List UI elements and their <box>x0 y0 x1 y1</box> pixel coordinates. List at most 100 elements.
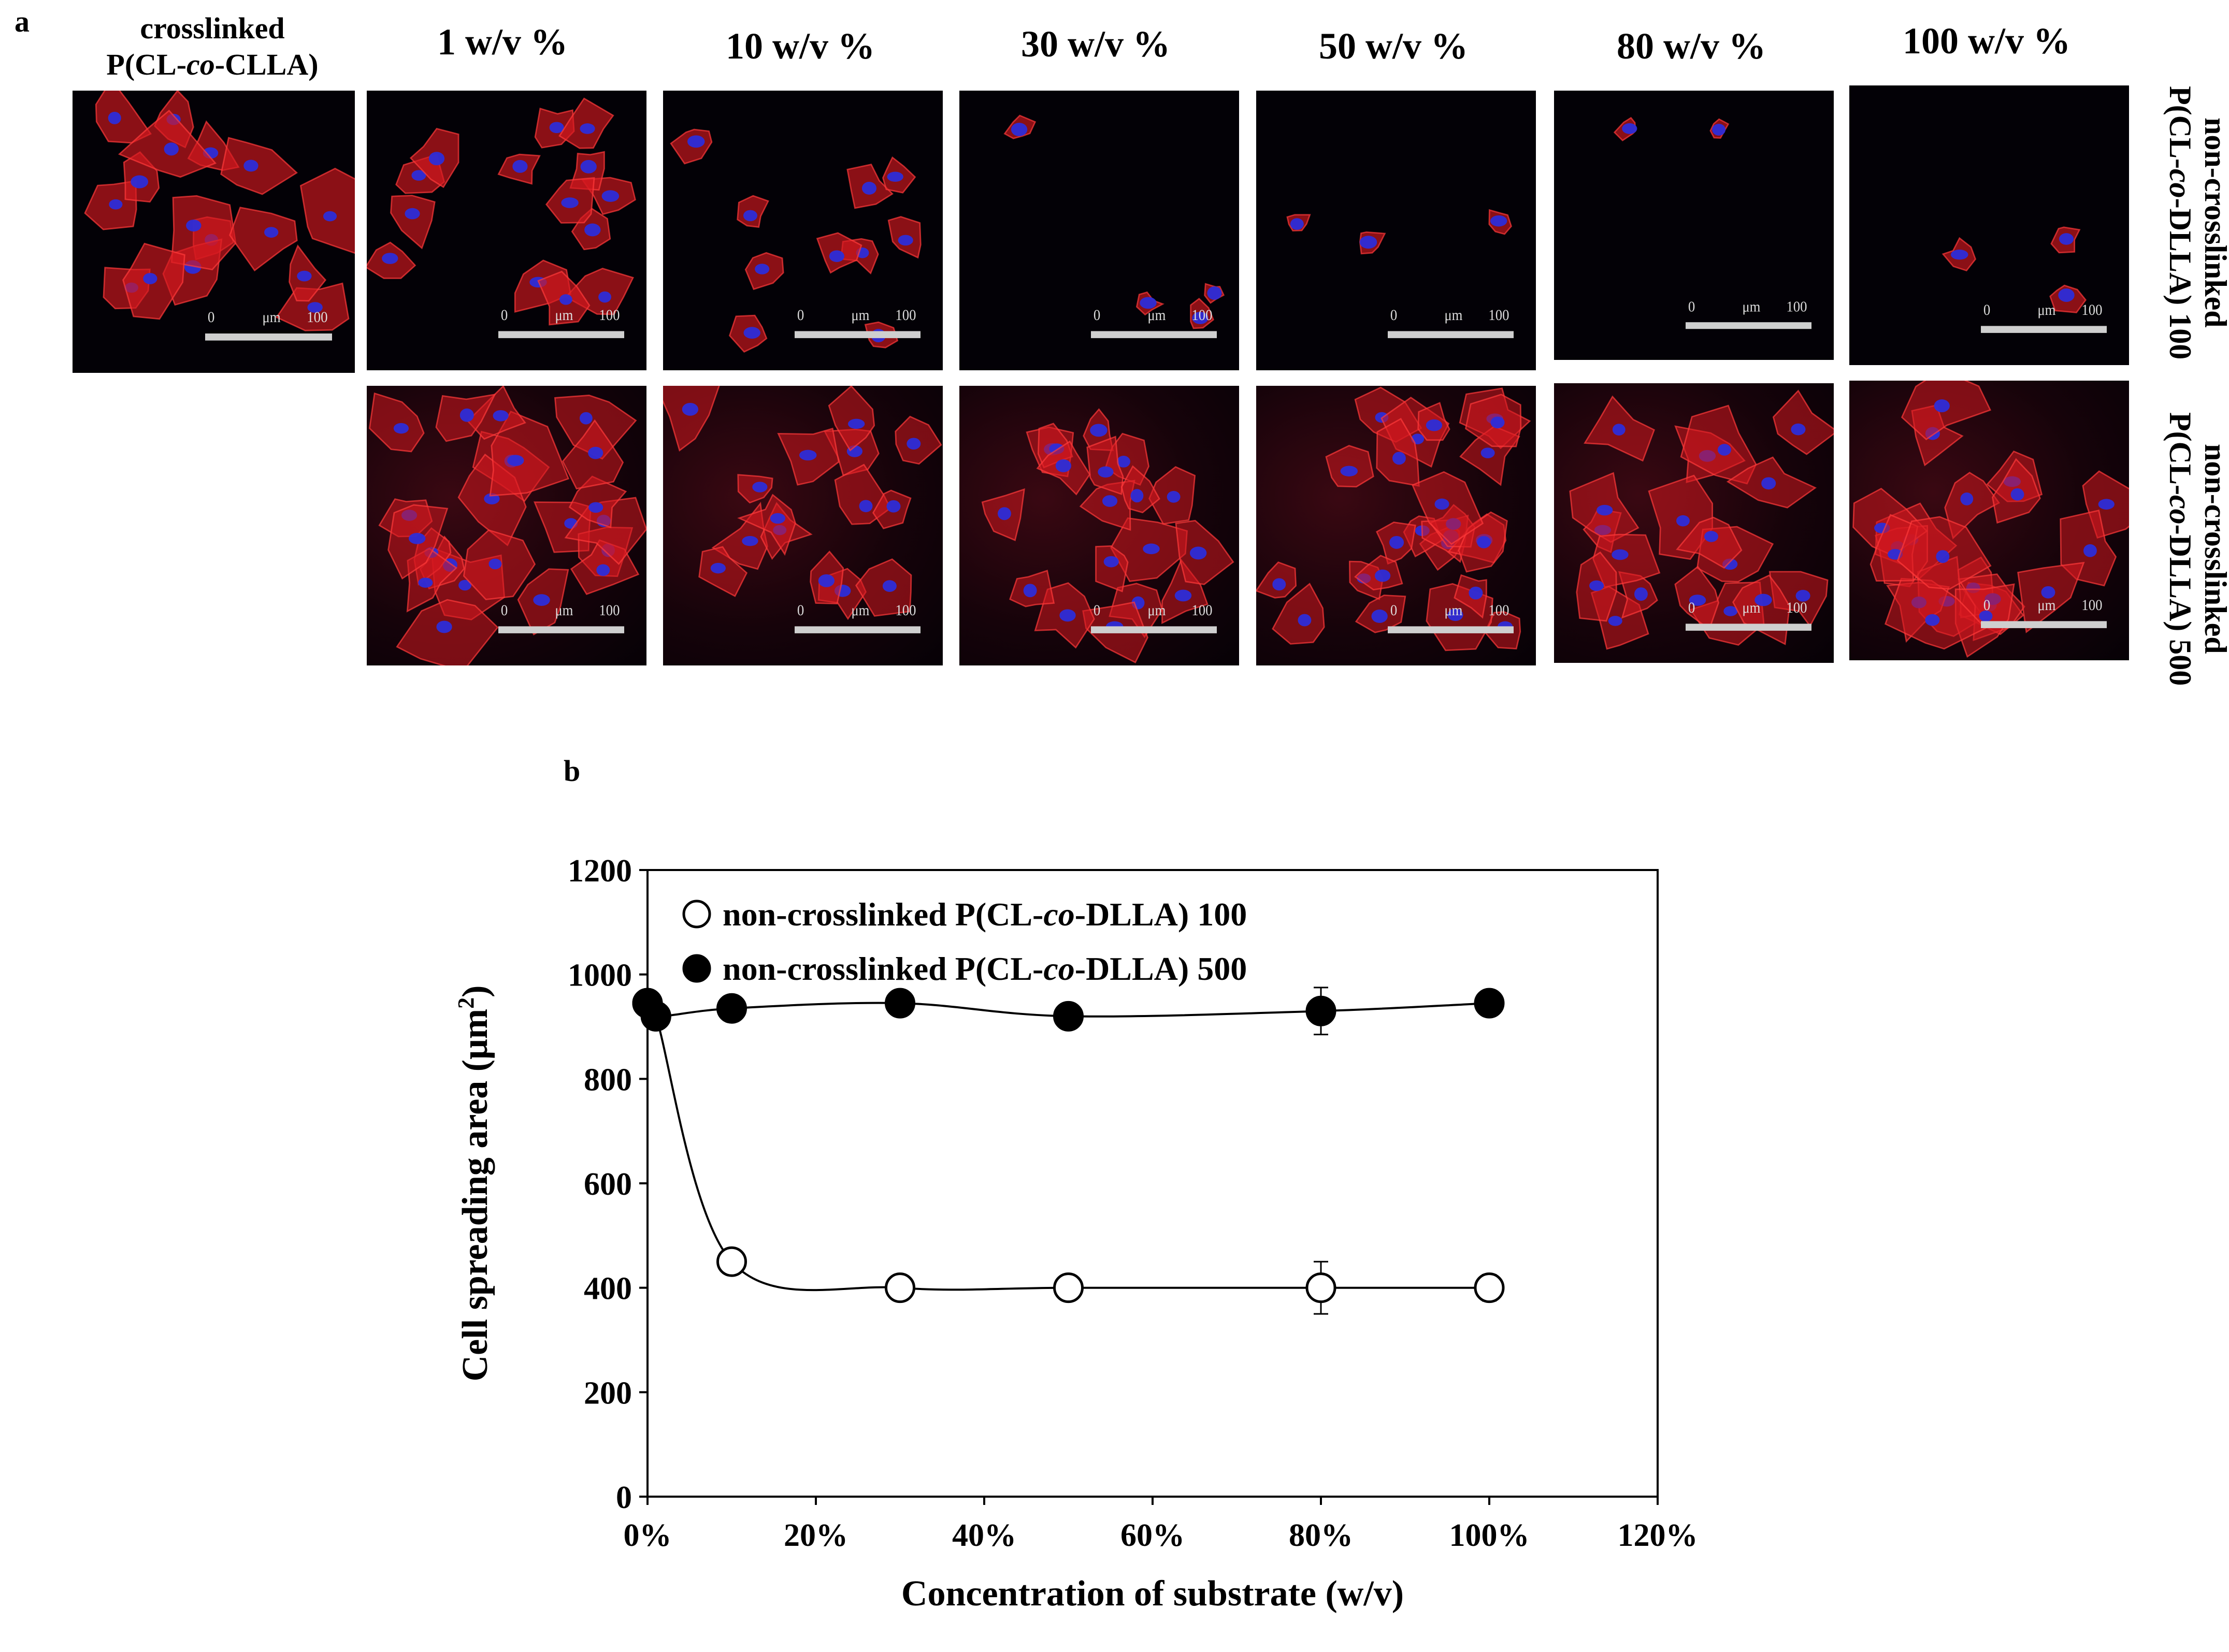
micrograph-r2-c4: 0 μm 100 <box>1256 386 1536 665</box>
svg-text:μm: μm <box>555 602 573 619</box>
svg-text:μm: μm <box>851 602 869 619</box>
scale-bar: 0 μm 100 <box>1980 590 2107 646</box>
legend-marker <box>682 900 711 929</box>
chart-series <box>632 987 1505 1315</box>
micrograph-r2-c5: 0 μm 100 <box>1554 383 1834 663</box>
svg-text:μm: μm <box>2037 302 2055 319</box>
legend-label: non-crosslinked P(CL-co-DLLA) 500 <box>723 950 1247 987</box>
panel-b-letter: b <box>564 754 581 788</box>
column-header-crosslinked: crosslinked P(CL-co-CLLA) <box>73 10 352 83</box>
svg-text:μm: μm <box>1742 298 1761 315</box>
scale-bar: 0 μm 100 <box>498 300 624 356</box>
crosslinked-label-line2: P(CL-co-CLLA) <box>106 48 319 81</box>
y-tick-label: 1000 <box>568 958 632 993</box>
micrograph-crosslinked-cells <box>84 91 355 331</box>
data-point <box>716 1246 747 1277</box>
y-axis-label: Cell spreading area (μm2) <box>453 986 495 1382</box>
x-tick-label: 40% <box>952 1518 1016 1553</box>
x-tick-label: 80% <box>1289 1518 1353 1553</box>
column-header-2: 10 w/v % <box>726 25 875 67</box>
y-tick-label: 1200 <box>568 853 632 889</box>
micrograph-r2-c1-cells <box>368 386 646 665</box>
data-point <box>1474 1272 1505 1303</box>
scale-bar: 0 μm 100 <box>794 596 921 651</box>
svg-text:μm: μm <box>555 307 573 324</box>
scale-bar: 0 μm 100 <box>498 596 624 651</box>
data-point <box>1053 1001 1084 1032</box>
svg-text:0: 0 <box>1094 602 1100 619</box>
scale-bar: 0 μm 100 <box>1980 295 2107 351</box>
svg-text:100: 100 <box>1488 307 1509 324</box>
scale-bar: 0 μm 100 <box>1387 596 1514 651</box>
x-tick-label: 0% <box>624 1518 672 1553</box>
micrograph-r1-c2: 0 μm 100 <box>663 91 943 370</box>
series-500 <box>632 987 1505 1036</box>
svg-text:100: 100 <box>599 307 620 324</box>
chart-axes: 0 200 400 600 800 1000 1200 0% 20% 40% 60% 80% 100% 1… <box>453 853 1698 1614</box>
svg-text:100: 100 <box>1488 602 1509 619</box>
svg-text:100: 100 <box>1786 600 1807 617</box>
micrograph-r1-c6-cells <box>1942 226 2087 313</box>
micrograph-r2-c6-cells <box>1852 381 2129 658</box>
micrograph-r2-c6: 0 μm 100 <box>1849 381 2129 660</box>
micrograph-r1-c3: 0 μm 100 <box>959 91 1239 370</box>
x-axis-label: Concentration of substrate (w/v) <box>901 1574 1404 1614</box>
svg-text:0: 0 <box>797 307 804 324</box>
micrograph-r2-c3: 0 μm 100 <box>959 386 1239 665</box>
y-tick-label: 400 <box>584 1271 632 1307</box>
svg-text:0: 0 <box>501 602 508 619</box>
x-tick-label: 60% <box>1120 1518 1185 1553</box>
y-tick-label: 800 <box>584 1062 632 1097</box>
x-tick-label: 20% <box>784 1518 848 1553</box>
svg-text:0: 0 <box>1983 597 1990 614</box>
svg-text:μm: μm <box>1147 307 1166 324</box>
micrograph-r1-c5: 0 μm 100 <box>1554 91 1834 360</box>
series-100 <box>632 988 1505 1315</box>
row-label-500-line2: P(CL-co-DLLA) 500 <box>2163 412 2197 686</box>
svg-text:μm: μm <box>851 307 869 324</box>
micrograph-r2-c3-cells <box>981 408 1234 663</box>
column-header-5: 80 w/v % <box>1617 25 1766 67</box>
micrograph-r2-c2-cells <box>663 386 942 620</box>
crosslinked-label-line1: crosslinked <box>140 11 285 45</box>
scale-bar: 0 μm 100 <box>205 302 333 359</box>
data-point <box>1305 1272 1336 1303</box>
micrograph-r2-c4-cells <box>1256 386 1531 651</box>
data-point <box>716 993 747 1024</box>
scale-bar: 0 μm 100 <box>1387 300 1514 356</box>
svg-text:0: 0 <box>1688 298 1695 315</box>
row-label-500: non-crosslinked P(CL-co-DLLA) 500 <box>2163 383 2229 715</box>
svg-text:μm: μm <box>263 309 281 326</box>
column-header-3: 30 w/v % <box>1021 23 1170 65</box>
data-point <box>1305 995 1336 1026</box>
panel-a-letter: a <box>15 5 30 38</box>
micrograph-r1-c1: 0 μm 100 <box>367 91 646 370</box>
svg-text:100: 100 <box>895 307 916 324</box>
scale-bar: 0 μm 100 <box>1090 300 1217 356</box>
micrograph-crosslinked: 0 μm 100 <box>73 91 355 373</box>
cell-spreading-chart: 0 200 400 600 800 1000 1200 0% 20% 40% 60% 80% 100% 1… <box>453 853 1698 1614</box>
scale-bar: 0 μm 100 <box>1685 593 1811 649</box>
row-label-100: non-crosslinked P(CL-co-DLLA) 100 <box>2163 62 2229 383</box>
svg-text:μm: μm <box>1147 602 1166 619</box>
svg-text:100: 100 <box>1191 307 1212 324</box>
x-tick-label: 100% <box>1449 1518 1530 1553</box>
scale-bar: 0 μm 100 <box>794 300 921 356</box>
micrograph-r1-c6: 0 μm 100 <box>1849 85 2129 365</box>
series-line <box>645 992 1489 1292</box>
y-tick-label: 200 <box>584 1375 632 1411</box>
svg-text:0: 0 <box>1390 602 1397 619</box>
svg-text:0: 0 <box>1390 307 1397 324</box>
svg-text:100: 100 <box>2081 302 2102 319</box>
svg-text:μm: μm <box>1742 600 1760 617</box>
micrograph-r1-c1-cells <box>367 97 636 326</box>
data-point <box>885 1272 915 1303</box>
micrograph-r2-c2: 0 μm 100 <box>663 386 943 665</box>
row-label-100-line1: non-crosslinked <box>2198 118 2229 328</box>
svg-text:100: 100 <box>1191 602 1212 619</box>
row-label-500-line1: non-crosslinked <box>2198 444 2229 654</box>
svg-text:0: 0 <box>1983 302 1990 319</box>
data-point <box>885 988 915 1019</box>
svg-text:100: 100 <box>1786 298 1807 315</box>
svg-text:0: 0 <box>1688 600 1695 617</box>
